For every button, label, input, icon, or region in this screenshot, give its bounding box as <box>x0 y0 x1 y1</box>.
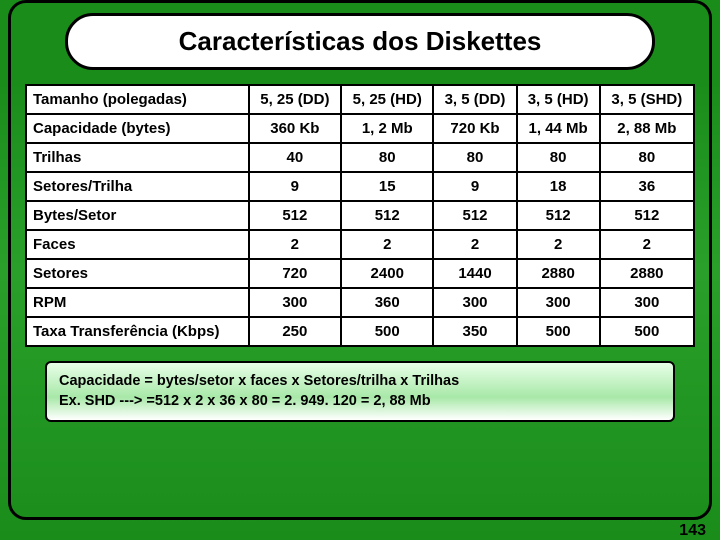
page-number: 143 <box>679 522 706 540</box>
cell: 360 Kb <box>249 114 341 143</box>
row-label-rpm: RPM <box>26 288 249 317</box>
cell: 512 <box>341 201 433 230</box>
cell: 300 <box>517 288 600 317</box>
col-header: 3, 5 (SHD) <box>600 85 694 114</box>
cell: 36 <box>600 172 694 201</box>
table-row: Faces 2 2 2 2 2 <box>26 230 694 259</box>
cell: 2880 <box>600 259 694 288</box>
cell: 2 <box>517 230 600 259</box>
table-row: Trilhas 40 80 80 80 80 <box>26 143 694 172</box>
cell: 250 <box>249 317 341 346</box>
cell: 9 <box>249 172 341 201</box>
cell: 500 <box>600 317 694 346</box>
row-label-capacity: Capacidade (bytes) <box>26 114 249 143</box>
cell: 2 <box>600 230 694 259</box>
cell: 9 <box>433 172 516 201</box>
cell: 18 <box>517 172 600 201</box>
col-header: 3, 5 (DD) <box>433 85 516 114</box>
table-row: Capacidade (bytes) 360 Kb 1, 2 Mb 720 Kb… <box>26 114 694 143</box>
cell: 2 <box>433 230 516 259</box>
diskette-table: Tamanho (polegadas) 5, 25 (DD) 5, 25 (HD… <box>25 84 695 347</box>
table-row: RPM 300 360 300 300 300 <box>26 288 694 317</box>
formula-line1: Capacidade = bytes/setor x faces x Setor… <box>59 371 661 391</box>
row-label-bytes-sector: Bytes/Setor <box>26 201 249 230</box>
cell: 80 <box>341 143 433 172</box>
cell: 500 <box>341 317 433 346</box>
table-row: Setores 720 2400 1440 2880 2880 <box>26 259 694 288</box>
cell: 1, 2 Mb <box>341 114 433 143</box>
col-header: 3, 5 (HD) <box>517 85 600 114</box>
formula-box: Capacidade = bytes/setor x faces x Setor… <box>45 361 675 422</box>
cell: 2400 <box>341 259 433 288</box>
cell: 1440 <box>433 259 516 288</box>
cell: 300 <box>600 288 694 317</box>
cell: 1, 44 Mb <box>517 114 600 143</box>
cell: 360 <box>341 288 433 317</box>
cell: 512 <box>517 201 600 230</box>
cell: 2 <box>341 230 433 259</box>
cell: 512 <box>249 201 341 230</box>
row-label-sectors-track: Setores/Trilha <box>26 172 249 201</box>
table-row: Taxa Transferência (Kbps) 250 500 350 50… <box>26 317 694 346</box>
cell: 500 <box>517 317 600 346</box>
row-label-faces: Faces <box>26 230 249 259</box>
cell: 350 <box>433 317 516 346</box>
row-label-transfer-rate: Taxa Transferência (Kbps) <box>26 317 249 346</box>
table-row: Bytes/Setor 512 512 512 512 512 <box>26 201 694 230</box>
col-header: 5, 25 (DD) <box>249 85 341 114</box>
cell: 720 Kb <box>433 114 516 143</box>
row-label-sectors: Setores <box>26 259 249 288</box>
table-row: Setores/Trilha 9 15 9 18 36 <box>26 172 694 201</box>
cell: 512 <box>433 201 516 230</box>
cell: 720 <box>249 259 341 288</box>
cell: 2, 88 Mb <box>600 114 694 143</box>
col-header: 5, 25 (HD) <box>341 85 433 114</box>
formula-line2: Ex. SHD ---> =512 x 2 x 36 x 80 = 2. 949… <box>59 391 661 411</box>
slide-frame: Características dos Diskettes Tamanho (p… <box>8 0 712 520</box>
cell: 512 <box>600 201 694 230</box>
cell: 300 <box>249 288 341 317</box>
row-label-tracks: Trilhas <box>26 143 249 172</box>
row-label-size: Tamanho (polegadas) <box>26 85 249 114</box>
cell: 300 <box>433 288 516 317</box>
cell: 40 <box>249 143 341 172</box>
cell: 80 <box>600 143 694 172</box>
cell: 80 <box>433 143 516 172</box>
cell: 2880 <box>517 259 600 288</box>
cell: 80 <box>517 143 600 172</box>
cell: 15 <box>341 172 433 201</box>
slide-title: Características dos Diskettes <box>65 13 655 70</box>
table-header-row: Tamanho (polegadas) 5, 25 (DD) 5, 25 (HD… <box>26 85 694 114</box>
cell: 2 <box>249 230 341 259</box>
